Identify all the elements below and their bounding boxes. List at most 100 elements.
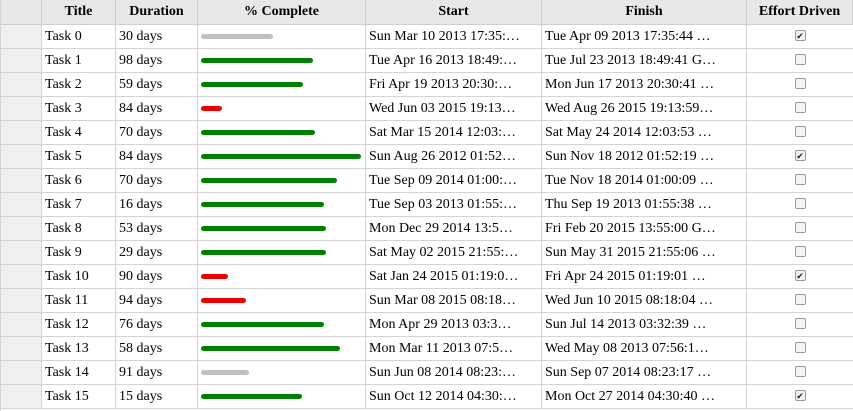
cell-start[interactable]: Wed Jun 03 2015 19:13… bbox=[366, 97, 542, 120]
header-percent-complete[interactable]: % Complete bbox=[198, 0, 366, 24]
checkbox-unchecked-icon[interactable] bbox=[794, 342, 806, 354]
cell-percent-complete[interactable] bbox=[198, 289, 366, 312]
cell-effort-driven[interactable] bbox=[747, 289, 853, 312]
cell-effort-driven[interactable] bbox=[747, 313, 853, 336]
row-selector[interactable] bbox=[1, 193, 42, 216]
cell-percent-complete[interactable] bbox=[198, 361, 366, 384]
table-row[interactable]: Task 4 70 days Sat Mar 15 2014 12:03:… Sat … bbox=[1, 121, 853, 145]
checkbox-unchecked-icon[interactable] bbox=[794, 102, 806, 114]
checkbox-checked-icon[interactable] bbox=[794, 270, 806, 282]
cell-percent-complete[interactable] bbox=[198, 265, 366, 288]
checkbox-unchecked-icon[interactable] bbox=[794, 318, 806, 330]
cell-start[interactable]: Tue Apr 16 2013 18:49:… bbox=[366, 49, 542, 72]
cell-start[interactable]: Mon Mar 11 2013 07:5… bbox=[366, 337, 542, 360]
row-selector[interactable] bbox=[1, 145, 42, 168]
cell-duration[interactable]: 76 days bbox=[116, 313, 198, 336]
table-row[interactable]: Task 12 76 days Mon Apr 29 2013 03:3… Sun J… bbox=[1, 313, 853, 337]
cell-finish[interactable]: Tue Apr 09 2013 17:35:44 … bbox=[542, 25, 747, 48]
cell-title[interactable]: Task 2 bbox=[42, 73, 116, 96]
cell-start[interactable]: Sat May 02 2015 21:55:… bbox=[366, 241, 542, 264]
checkbox-unchecked-icon[interactable] bbox=[794, 126, 806, 138]
checkbox-unchecked-icon[interactable] bbox=[794, 294, 806, 306]
cell-finish[interactable]: Sun Jul 14 2013 03:32:39 … bbox=[542, 313, 747, 336]
cell-duration[interactable]: 15 days bbox=[116, 385, 198, 408]
cell-title[interactable]: Task 4 bbox=[42, 121, 116, 144]
cell-effort-driven[interactable] bbox=[747, 169, 853, 192]
cell-percent-complete[interactable] bbox=[198, 25, 366, 48]
table-row[interactable]: Task 14 91 days Sun Jun 08 2014 08:23:… Sun… bbox=[1, 361, 853, 385]
cell-title[interactable]: Task 13 bbox=[42, 337, 116, 360]
cell-duration[interactable]: 90 days bbox=[116, 265, 198, 288]
checkbox-unchecked-icon[interactable] bbox=[794, 198, 806, 210]
checkbox-unchecked-icon[interactable] bbox=[794, 246, 806, 258]
cell-start[interactable]: Sun Jun 08 2014 08:23:… bbox=[366, 361, 542, 384]
cell-duration[interactable]: 91 days bbox=[116, 361, 198, 384]
table-row[interactable]: Task 9 29 days Sat May 02 2015 21:55:… Sun … bbox=[1, 241, 853, 265]
row-selector[interactable] bbox=[1, 49, 42, 72]
table-row[interactable]: Task 7 16 days Tue Sep 03 2013 01:55:… Thu … bbox=[1, 193, 853, 217]
row-selector[interactable] bbox=[1, 337, 42, 360]
cell-duration[interactable]: 53 days bbox=[116, 217, 198, 240]
table-row[interactable]: Task 10 90 days Sat Jan 24 2015 01:19:0… Fr… bbox=[1, 265, 853, 289]
cell-start[interactable]: Sun Mar 10 2013 17:35:… bbox=[366, 25, 542, 48]
row-selector[interactable] bbox=[1, 313, 42, 336]
cell-title[interactable]: Task 14 bbox=[42, 361, 116, 384]
cell-percent-complete[interactable] bbox=[198, 385, 366, 408]
table-row[interactable]: Task 3 84 days Wed Jun 03 2015 19:13… Wed A… bbox=[1, 97, 853, 121]
table-row[interactable]: Task 15 15 days Sun Oct 12 2014 04:30:… Mon… bbox=[1, 385, 853, 409]
table-row[interactable]: Task 5 84 days Sun Aug 26 2012 01:52… Sun N… bbox=[1, 145, 853, 169]
cell-effort-driven[interactable] bbox=[747, 241, 853, 264]
row-selector[interactable] bbox=[1, 73, 42, 96]
cell-start[interactable]: Tue Sep 03 2013 01:55:… bbox=[366, 193, 542, 216]
checkbox-unchecked-icon[interactable] bbox=[794, 366, 806, 378]
cell-finish[interactable]: Mon Oct 27 2014 04:30:40 … bbox=[542, 385, 747, 408]
header-start[interactable]: Start bbox=[366, 0, 542, 24]
cell-title[interactable]: Task 6 bbox=[42, 169, 116, 192]
cell-finish[interactable]: Wed Aug 26 2015 19:13:59… bbox=[542, 97, 747, 120]
cell-duration[interactable]: 70 days bbox=[116, 121, 198, 144]
cell-finish[interactable]: Sun May 31 2015 21:55:06 … bbox=[542, 241, 747, 264]
cell-duration[interactable]: 59 days bbox=[116, 73, 198, 96]
row-selector[interactable] bbox=[1, 217, 42, 240]
row-selector[interactable] bbox=[1, 169, 42, 192]
cell-finish[interactable]: Thu Sep 19 2013 01:55:38 … bbox=[542, 193, 747, 216]
row-selector[interactable] bbox=[1, 361, 42, 384]
cell-duration[interactable]: 16 days bbox=[116, 193, 198, 216]
cell-percent-complete[interactable] bbox=[198, 73, 366, 96]
cell-title[interactable]: Task 5 bbox=[42, 145, 116, 168]
row-selector[interactable] bbox=[1, 385, 42, 408]
cell-start[interactable]: Fri Apr 19 2013 20:30:… bbox=[366, 73, 542, 96]
checkbox-unchecked-icon[interactable] bbox=[794, 54, 806, 66]
cell-effort-driven[interactable] bbox=[747, 97, 853, 120]
cell-start[interactable]: Mon Dec 29 2014 13:5… bbox=[366, 217, 542, 240]
table-row[interactable]: Task 11 94 days Sun Mar 08 2015 08:18… Wed … bbox=[1, 289, 853, 313]
cell-title[interactable]: Task 9 bbox=[42, 241, 116, 264]
cell-percent-complete[interactable] bbox=[198, 121, 366, 144]
cell-effort-driven[interactable] bbox=[747, 25, 853, 48]
checkbox-checked-icon[interactable] bbox=[794, 390, 806, 402]
header-finish[interactable]: Finish bbox=[542, 0, 747, 24]
cell-duration[interactable]: 98 days bbox=[116, 49, 198, 72]
table-row[interactable]: Task 6 70 days Tue Sep 09 2014 01:00:… Tue … bbox=[1, 169, 853, 193]
checkbox-unchecked-icon[interactable] bbox=[794, 174, 806, 186]
cell-percent-complete[interactable] bbox=[198, 337, 366, 360]
cell-duration[interactable]: 94 days bbox=[116, 289, 198, 312]
cell-effort-driven[interactable] bbox=[747, 337, 853, 360]
cell-percent-complete[interactable] bbox=[198, 193, 366, 216]
row-selector[interactable] bbox=[1, 121, 42, 144]
cell-title[interactable]: Task 8 bbox=[42, 217, 116, 240]
table-row[interactable]: Task 2 59 days Fri Apr 19 2013 20:30:… Mon … bbox=[1, 73, 853, 97]
cell-effort-driven[interactable] bbox=[747, 265, 853, 288]
cell-effort-driven[interactable] bbox=[747, 73, 853, 96]
cell-finish[interactable]: Fri Feb 20 2015 13:55:00 G… bbox=[542, 217, 747, 240]
row-selector[interactable] bbox=[1, 265, 42, 288]
cell-finish[interactable]: Mon Jun 17 2013 20:30:41 … bbox=[542, 73, 747, 96]
cell-title[interactable]: Task 11 bbox=[42, 289, 116, 312]
cell-start[interactable]: Sat Jan 24 2015 01:19:0… bbox=[366, 265, 542, 288]
cell-effort-driven[interactable] bbox=[747, 385, 853, 408]
cell-duration[interactable]: 58 days bbox=[116, 337, 198, 360]
table-row[interactable]: Task 0 30 days Sun Mar 10 2013 17:35:… Tue … bbox=[1, 25, 853, 49]
cell-effort-driven[interactable] bbox=[747, 193, 853, 216]
row-selector[interactable] bbox=[1, 241, 42, 264]
row-selector[interactable] bbox=[1, 97, 42, 120]
